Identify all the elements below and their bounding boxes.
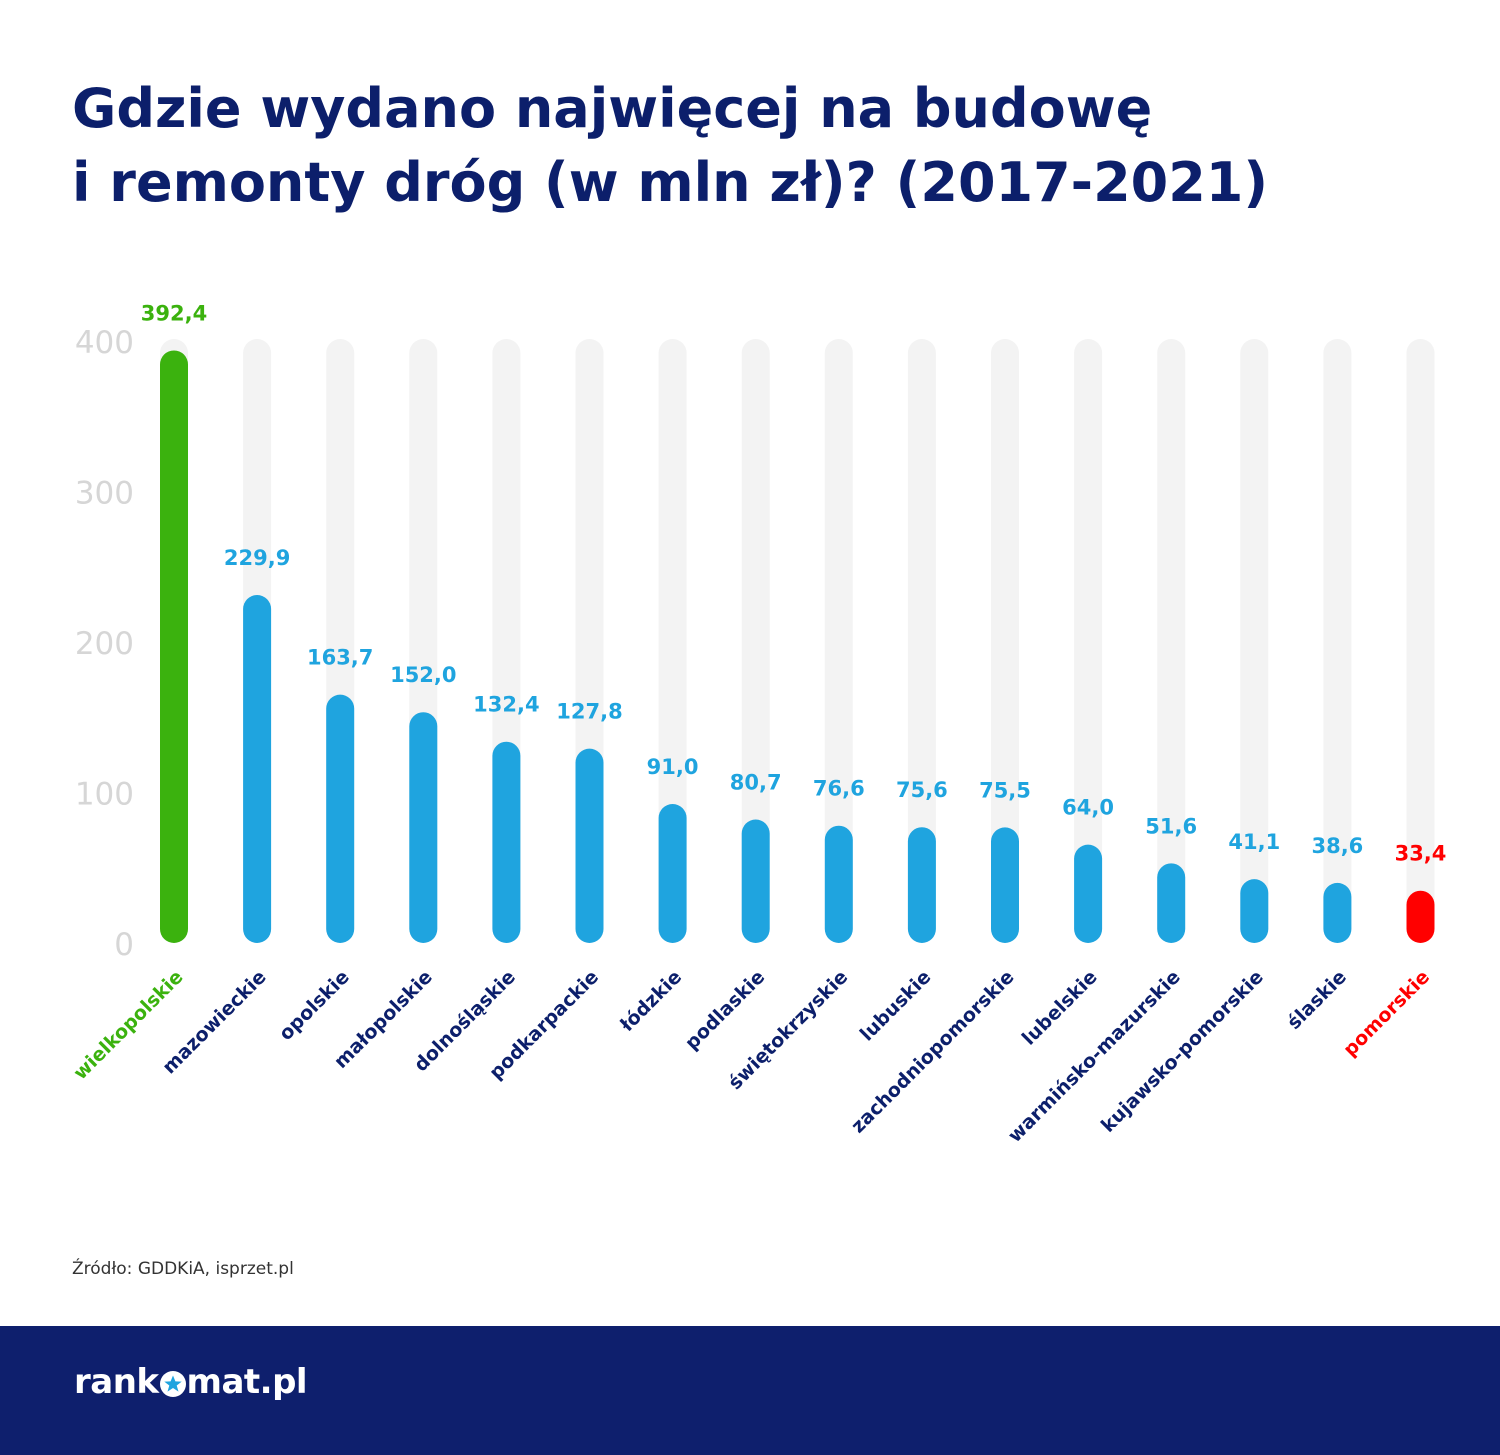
category-label: ślaskie bbox=[1283, 966, 1351, 1034]
data-label: 33,4 bbox=[1395, 842, 1447, 866]
category-label: opolskie bbox=[275, 966, 354, 1045]
data-label: 75,6 bbox=[896, 778, 948, 802]
rankomat-logo[interactable]: rank mat.pl bbox=[74, 1362, 308, 1402]
footer-bar: rank mat.pl bbox=[0, 1326, 1500, 1455]
y-tick-label: 300 bbox=[75, 476, 134, 512]
data-label: 91,0 bbox=[647, 755, 699, 779]
y-tick-label: 400 bbox=[75, 325, 134, 361]
data-label: 38,6 bbox=[1311, 834, 1363, 858]
y-tick-label: 100 bbox=[75, 777, 134, 813]
bar-chart: 0100200300400392,4wielkopolskie229,9mazo… bbox=[69, 301, 1447, 1147]
data-label: 75,5 bbox=[979, 778, 1031, 802]
data-label: 51,6 bbox=[1145, 814, 1197, 838]
chart-title-line-2: i remonty dróg (w mln zł)? (2017-2021) bbox=[72, 151, 1269, 214]
category-label: łódzkie bbox=[616, 966, 687, 1037]
category-label: lubuskie bbox=[856, 966, 936, 1046]
data-label: 64,0 bbox=[1062, 796, 1114, 820]
data-label: 76,6 bbox=[813, 777, 865, 801]
chart-title-line-1: Gdzie wydano najwięcej na budowę bbox=[72, 77, 1153, 140]
logo-text-end: mat.pl bbox=[186, 1362, 308, 1402]
data-label: 163,7 bbox=[307, 646, 373, 670]
data-label: 127,8 bbox=[556, 700, 622, 724]
logo-text-start: rank bbox=[74, 1362, 159, 1402]
y-tick-label: 200 bbox=[75, 626, 134, 662]
data-label: 132,4 bbox=[473, 693, 539, 717]
category-label: zachodniopomorskie bbox=[847, 966, 1019, 1138]
data-label: 41,1 bbox=[1228, 830, 1280, 854]
data-label: 229,9 bbox=[224, 546, 290, 570]
y-tick-label: 0 bbox=[114, 927, 134, 963]
category-label: pomorskie bbox=[1339, 966, 1434, 1061]
source-note: Źródło: GDDKiA, isprzet.pl bbox=[72, 1259, 294, 1279]
category-label: lubelskie bbox=[1018, 966, 1102, 1050]
category-label: kujawsko-pomorskie bbox=[1097, 966, 1268, 1137]
star-icon bbox=[159, 1371, 186, 1397]
chart-title: Gdzie wydano najwięcej na budowę i remon… bbox=[72, 72, 1268, 220]
data-label: 80,7 bbox=[730, 771, 782, 795]
category-label: podlaskie bbox=[681, 966, 769, 1054]
category-label: warmińsko-mazurskie bbox=[1004, 966, 1185, 1147]
data-label: 392,4 bbox=[141, 301, 207, 325]
data-label: 152,0 bbox=[390, 663, 456, 687]
